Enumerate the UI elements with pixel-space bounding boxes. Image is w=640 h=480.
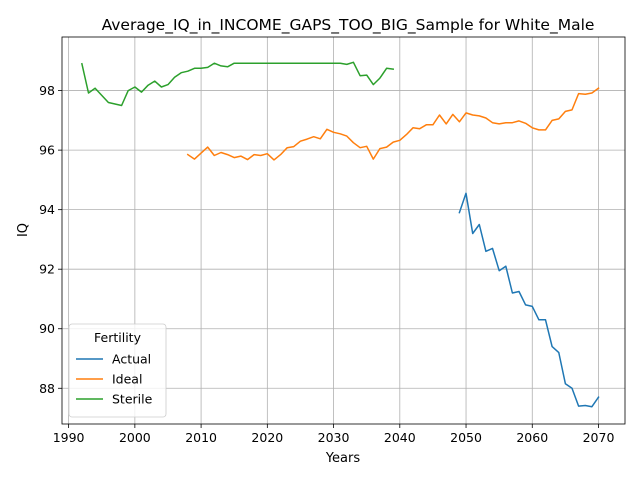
y-tick-label: 96	[39, 143, 55, 158]
grid-lines	[62, 37, 625, 424]
x-tick-label: 2030	[318, 430, 350, 445]
legend-title: Fertility	[94, 330, 142, 345]
series-lines	[81, 61, 600, 408]
legend-box	[68, 323, 167, 418]
legend: Fertility Actual Ideal Sterile	[68, 323, 167, 418]
plot-area-frame	[61, 36, 626, 425]
x-tick-label: 2010	[185, 430, 217, 445]
x-axis-label: Years	[325, 451, 361, 466]
legend-label-ideal: Ideal	[112, 372, 142, 387]
x-tick-label: 2040	[384, 430, 416, 445]
series-line-actual	[458, 192, 600, 408]
x-tick-label: 2060	[516, 430, 548, 445]
x-tick-label: 2050	[450, 430, 482, 445]
y-tick-label: 94	[39, 202, 55, 217]
x-tick-label: 2020	[251, 430, 283, 445]
y-tick-label: 88	[39, 381, 55, 396]
y-tick-label: 90	[39, 321, 55, 336]
x-tick-label: 1990	[53, 430, 85, 445]
y-tick-label: 92	[39, 262, 55, 277]
chart-title: Average_IQ_in_INCOME_GAPS_TOO_BIG_Sample…	[102, 16, 595, 35]
y-axis-label: IQ	[16, 223, 31, 237]
series-line-sterile	[81, 61, 395, 107]
y-tick-label: 98	[39, 83, 55, 98]
axis-ticks: 1990 2000 2010 2020 2030 2040 2050 2060 2070 88 90…	[39, 83, 614, 445]
x-tick-label: 2070	[583, 430, 615, 445]
legend-label-sterile: Sterile	[112, 392, 153, 407]
series-line-ideal	[186, 87, 600, 161]
x-tick-label: 2000	[119, 430, 151, 445]
legend-label-actual: Actual	[112, 352, 151, 367]
